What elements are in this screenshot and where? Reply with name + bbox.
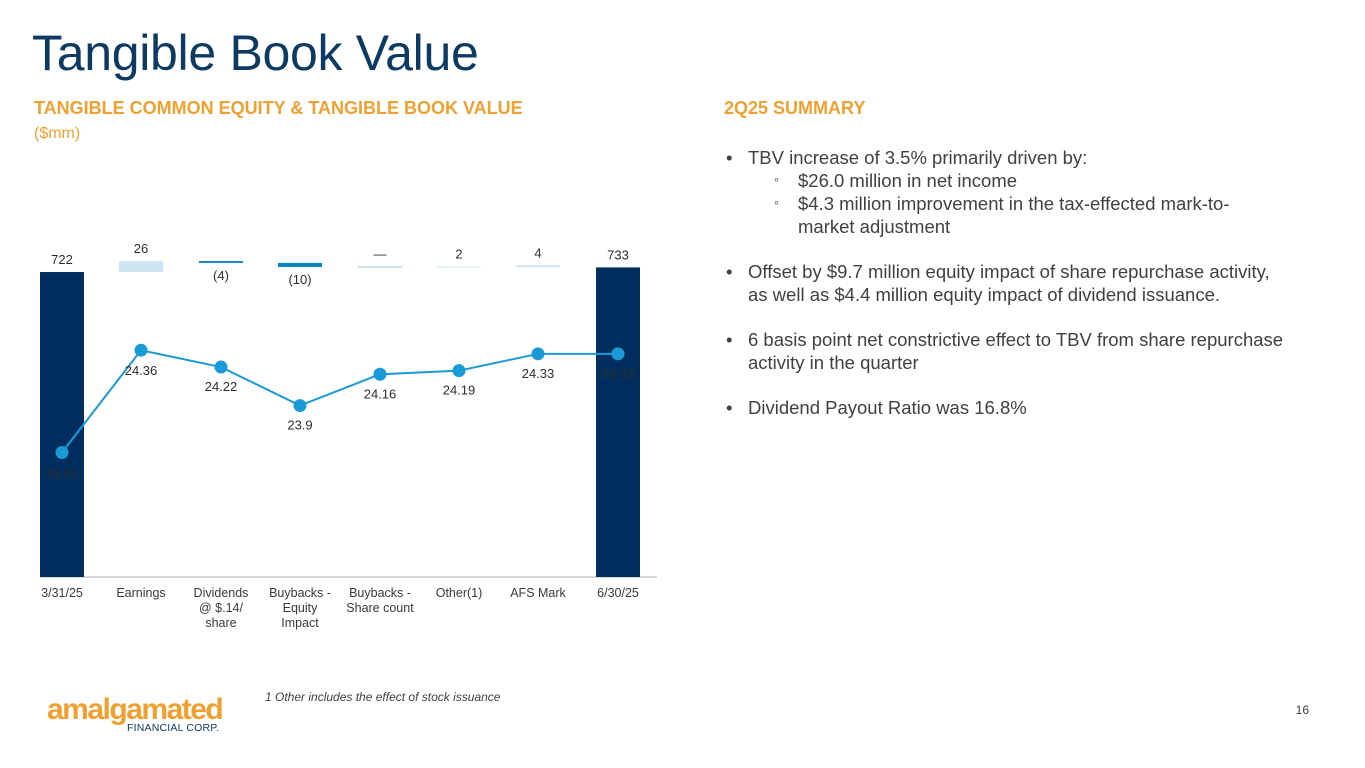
- summary-subbullet-2: ◦ $4.3 million improvement in the tax-ef…: [748, 192, 1284, 238]
- x-tick-label: Earnings: [116, 586, 165, 600]
- waterfall-bar: [278, 262, 322, 268]
- summary-heading: 2Q25 SUMMARY: [724, 98, 866, 118]
- x-tick-label: 6/30/25: [597, 586, 639, 600]
- tbv-point: [293, 399, 307, 413]
- summary-subbullet-text: $4.3 million improvement in the tax-effe…: [798, 193, 1230, 237]
- tbv-point-label: 23.9: [287, 418, 312, 433]
- company-logo: amalgamated FINANCIAL CORP.: [47, 693, 224, 735]
- summary-bullet-text: 6 basis point net constrictive effect to…: [748, 329, 1284, 373]
- tbv-point-label: 24.36: [125, 363, 158, 378]
- bar-value-label: 733: [607, 247, 629, 262]
- page-number: 16: [1295, 703, 1309, 717]
- bar-value-label: 722: [51, 252, 73, 267]
- waterfall-bar: [596, 267, 640, 577]
- x-tick-label: 3/31/25: [41, 586, 83, 600]
- summary-bullet-2: • Offset by $9.7 million equity impact o…: [724, 260, 1284, 306]
- summary-bullet-1: • TBV increase of 3.5% primarily driven …: [724, 146, 1284, 238]
- chart-unit-label: ($mm): [34, 125, 81, 142]
- bullet-dot-icon: •: [726, 261, 733, 282]
- summary-bullet-text: Offset by $9.7 million equity impact of …: [748, 261, 1270, 305]
- tbv-point: [55, 445, 69, 459]
- tbv-line: [61, 349, 618, 454]
- waterfall-bar: [516, 265, 560, 268]
- sub-bullet-circle-icon: ◦: [774, 194, 779, 210]
- x-tick-label: Dividends @ $.14/share: [194, 586, 249, 630]
- tbv-point: [611, 347, 625, 361]
- bar-value-label: (4): [213, 268, 229, 283]
- waterfall-bar: [437, 266, 481, 268]
- tbv-point: [452, 364, 466, 378]
- summary-subbullet-text: $26.0 million in net income: [798, 170, 1018, 191]
- summary-bullet-4: • Dividend Payout Ratio was 16.8%: [724, 396, 1284, 419]
- tbv-point-label: 24.33: [602, 366, 635, 381]
- bar-value-label: 4: [534, 245, 541, 260]
- tbv-point: [214, 360, 228, 374]
- x-tick-label: Buybacks -Share count: [346, 586, 414, 615]
- summary-sublist: ◦ $26.0 million in net income ◦ $4.3 mil…: [748, 169, 1284, 238]
- summary-subbullet-1: ◦ $26.0 million in net income: [748, 169, 1284, 192]
- tbv-point: [134, 343, 148, 357]
- chart-section-heading: TANGIBLE COMMON EQUITY & TANGIBLE BOOK V…: [34, 98, 523, 118]
- tbv-point-label: 23.51: [46, 466, 79, 481]
- waterfall-bar: [358, 266, 402, 268]
- bullet-dot-icon: •: [726, 397, 733, 418]
- tbv-point: [531, 347, 545, 361]
- waterfall-chart: 722 26 (4) (10) — 2 4 733 3/31/25 Earnings Dividen…: [40, 241, 657, 630]
- footnote: 1 Other includes the effect of stock iss…: [265, 690, 501, 704]
- bullet-dot-icon: •: [726, 329, 733, 350]
- waterfall-bar: [40, 272, 84, 577]
- summary-bullet-text: TBV increase of 3.5% primarily driven by…: [748, 147, 1088, 168]
- summary-bullet-3: • 6 basis point net constrictive effect …: [724, 328, 1284, 374]
- bar-value-label: —: [374, 246, 387, 261]
- logo-subtitle: FINANCIAL CORP.: [127, 722, 220, 734]
- x-tick-label: AFS Mark: [510, 586, 566, 600]
- x-tick-label: Other(1): [436, 586, 483, 600]
- bar-value-label: 2: [455, 246, 462, 261]
- page-title: Tangible Book Value: [32, 25, 479, 81]
- bullet-dot-icon: •: [726, 147, 733, 168]
- waterfall-bar: [119, 261, 163, 273]
- summary-bullet-text: Dividend Payout Ratio was 16.8%: [748, 397, 1027, 418]
- x-tick-label: Buybacks -Equity Impact: [269, 586, 331, 630]
- logo-wordmark: amalgamated: [47, 693, 224, 726]
- bar-value-label: (10): [288, 272, 311, 287]
- tbv-point-label: 24.22: [205, 379, 238, 394]
- tbv-point-label: 24.33: [522, 366, 555, 381]
- waterfall-bar: [199, 261, 243, 263]
- tbv-point-label: 24.16: [364, 386, 397, 401]
- tbv-point: [373, 367, 387, 381]
- sub-bullet-circle-icon: ◦: [774, 171, 779, 187]
- tbv-point-label: 24.19: [443, 383, 476, 398]
- bar-value-label: 26: [134, 241, 148, 256]
- summary-list: • TBV increase of 3.5% primarily driven …: [724, 146, 1284, 441]
